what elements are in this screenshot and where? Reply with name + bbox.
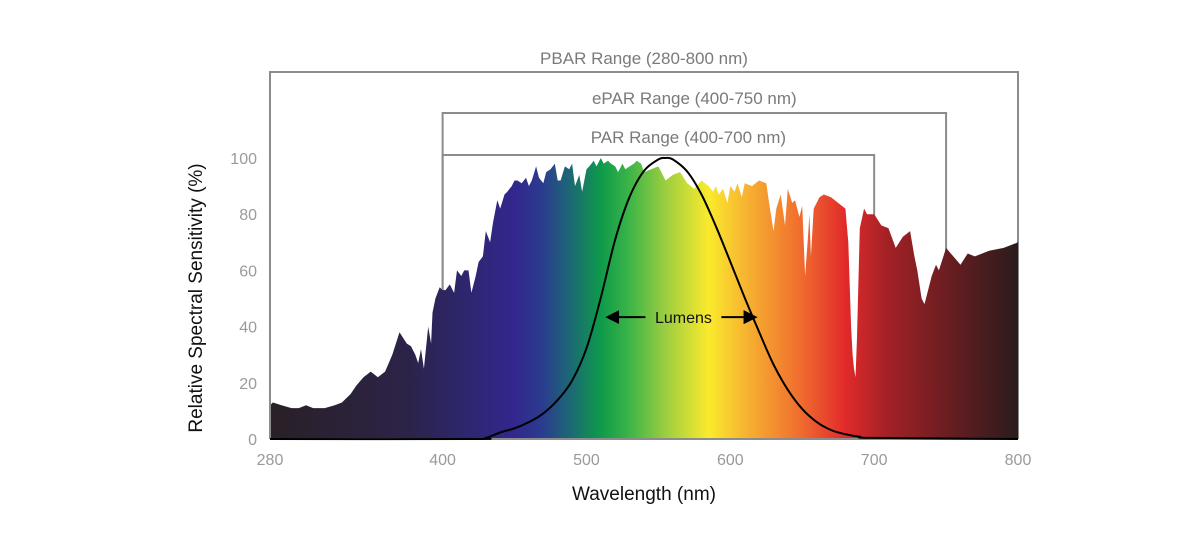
x-axis-title: Wavelength (nm) <box>572 484 716 505</box>
x-tick-label: 800 <box>1005 452 1032 469</box>
x-tick-label: 400 <box>429 452 456 469</box>
range-label-2: PAR Range (400-700 nm) <box>591 128 786 147</box>
y-tick-label: 40 <box>239 320 257 337</box>
y-tick-label: 20 <box>239 376 257 393</box>
solar-spectrum-area <box>270 158 1018 439</box>
x-tick-label: 600 <box>717 452 744 469</box>
y-tick-label: 60 <box>239 263 257 280</box>
range-label-1: ePAR Range (400-750 nm) <box>592 89 797 108</box>
lumens-annotation: Lumens <box>605 310 758 327</box>
x-tick-label: 700 <box>861 452 888 469</box>
axes: 280 400 500 600 700 800 0 20 40 60 80 100 <box>230 151 1031 469</box>
y-axis-title: Relative Spectral Sensitivity (%) <box>186 163 207 432</box>
x-tick-label: 280 <box>257 452 284 469</box>
lumens-curve <box>269 156 1019 441</box>
y-tick-label: 100 <box>230 151 257 168</box>
x-tick-label: 500 <box>573 452 600 469</box>
lumens-label: Lumens <box>655 310 712 327</box>
range-label-0: PBAR Range (280-800 nm) <box>540 49 748 68</box>
y-tick-label: 0 <box>248 432 257 449</box>
y-tick-label: 80 <box>239 207 257 224</box>
